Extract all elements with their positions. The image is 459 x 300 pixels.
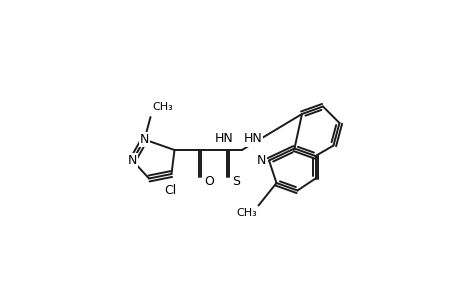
Text: N: N (256, 154, 265, 167)
Text: N: N (128, 154, 137, 167)
Text: Cl: Cl (163, 184, 176, 197)
Text: O: O (203, 175, 213, 188)
Text: HN: HN (214, 133, 233, 146)
Text: CH₃: CH₃ (236, 208, 257, 218)
Text: S: S (232, 175, 240, 188)
Text: HN: HN (243, 133, 262, 146)
Text: N: N (140, 133, 149, 146)
Text: CH₃: CH₃ (151, 103, 173, 112)
